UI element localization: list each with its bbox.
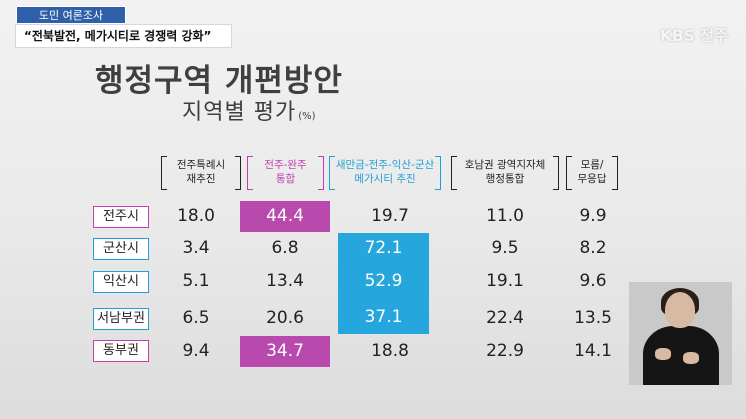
table-cell: 6.5 (182, 308, 210, 328)
row-label-gunsan: 군산시 (93, 238, 149, 260)
table-cell: 13.4 (266, 271, 304, 291)
column-header-line2: 통합 (275, 173, 296, 185)
table-cell: 18.0 (177, 206, 215, 226)
news-subtitle: “전북발전, 메가시티로 경쟁력 강화” (16, 25, 231, 47)
page-title: 행정구역 개편방안 (95, 63, 343, 99)
table-cell: 22.4 (486, 308, 524, 328)
column-header-line1: 전주특례시 (176, 159, 226, 171)
column-header-4: 호남권 광역지자체 행정통합 (451, 156, 559, 190)
column-header-line2: 행정통합 (485, 173, 525, 185)
table-cell: 14.1 (574, 341, 612, 361)
table-cell-highlight: 44.4 (240, 201, 330, 232)
column-header-line2: 재추진 (186, 173, 216, 185)
column-header-line1: 호남권 광역지자체 (464, 159, 546, 171)
table-cell: 18.8 (371, 341, 409, 361)
table-cell: 5.1 (182, 271, 210, 291)
column-header-5: 모름/ 무응답 (566, 156, 618, 190)
table-cell: 9.4 (182, 341, 210, 361)
row-label-dongbu: 동부권 (93, 340, 149, 362)
table-cell: 8.2 (579, 238, 607, 258)
column-header-2: 전주-완주 통합 (247, 156, 324, 190)
sign-language-interpreter (629, 282, 732, 385)
news-tag: 도민 여론조사 (16, 6, 126, 24)
interpreter-hand (683, 352, 699, 364)
table-cell: 22.9 (486, 341, 524, 361)
broadcaster-logo: KBS 전주 (659, 26, 729, 45)
interpreter-head (665, 292, 695, 328)
table-cell: 9.6 (579, 271, 607, 291)
table-cell: 6.8 (271, 238, 299, 258)
unit-label: (%) (298, 111, 316, 122)
table-cell-highlight: 52.9 (338, 264, 429, 298)
table-cell: 20.6 (266, 308, 304, 328)
row-label-iksan: 익산시 (93, 271, 149, 293)
interpreter-hand (655, 348, 671, 360)
table-cell: 13.5 (574, 308, 612, 328)
column-header-3: 새만금-전주-익산-군산 메가시티 추진 (329, 156, 441, 190)
table-cell-highlight: 72.1 (338, 233, 429, 264)
column-header-1: 전주특례시 재추진 (161, 156, 241, 190)
table-cell-highlight: 34.7 (240, 336, 330, 367)
column-header-line2: 무응답 (577, 173, 607, 185)
table-cell: 19.1 (486, 271, 524, 291)
table-cell: 11.0 (486, 206, 524, 226)
table-cell: 9.9 (579, 206, 607, 226)
column-header-line1: 모름/ (580, 159, 604, 171)
subtitle-text: 지역별 평가 (182, 100, 297, 125)
column-header-line2: 메가시티 추진 (354, 173, 416, 185)
page-subtitle: 지역별 평가 (%) (182, 94, 316, 126)
table-cell-highlight: 37.1 (338, 297, 429, 334)
column-header-line1: 전주-완주 (264, 159, 307, 171)
table-cell: 3.4 (182, 238, 210, 258)
column-header-line1: 새만금-전주-익산-군산 (335, 159, 435, 171)
row-label-seonambu: 서남부권 (93, 308, 149, 330)
row-label-jeonju: 전주시 (93, 206, 149, 228)
table-cell: 19.7 (371, 206, 409, 226)
table-cell: 9.5 (491, 238, 519, 258)
